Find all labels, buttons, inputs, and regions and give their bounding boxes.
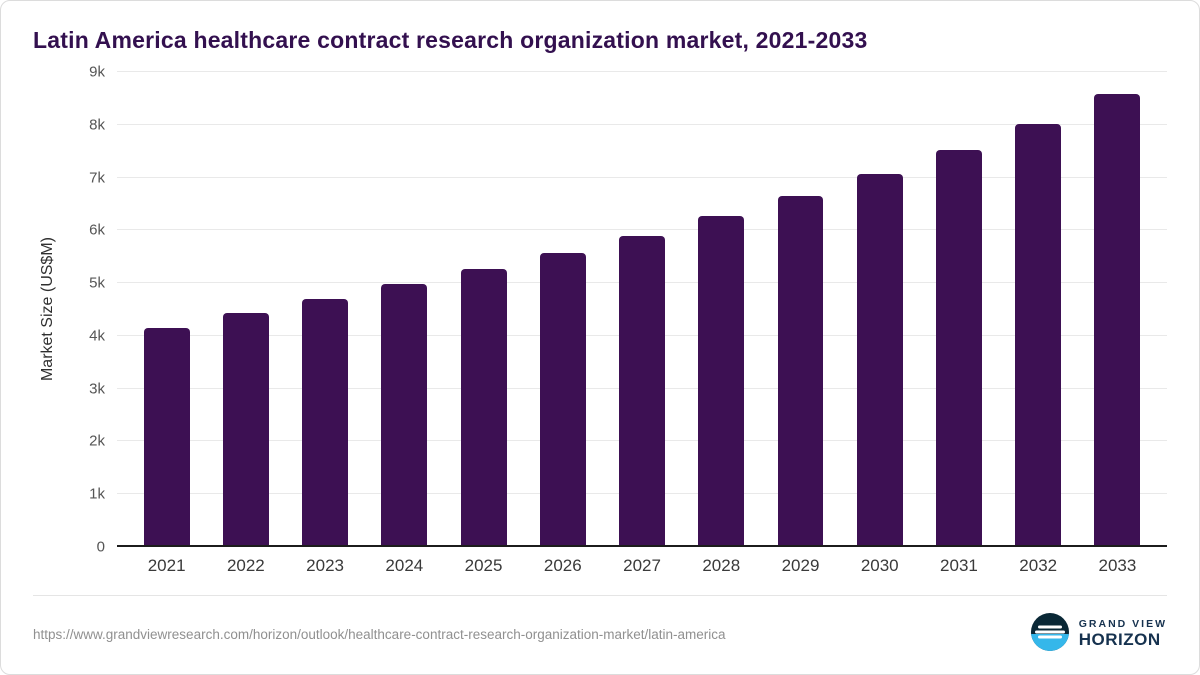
source-url: https://www.grandviewresearch.com/horizo… bbox=[33, 626, 726, 642]
y-tick-label: 0 bbox=[96, 538, 105, 556]
gridline bbox=[117, 71, 1167, 72]
x-tick-label: 2029 bbox=[781, 556, 820, 575]
x-tick-label: 2030 bbox=[860, 556, 899, 575]
y-axis-title: Market Size (US$M) bbox=[39, 237, 56, 382]
y-tick-label: 5k bbox=[89, 274, 105, 292]
y-axis-ticks: 0 1k 2k 3k 4k 5k 6k 7k 8k 9k bbox=[63, 64, 117, 556]
horizon-logo-icon bbox=[1030, 612, 1069, 656]
y-tick-label: 2k bbox=[89, 432, 105, 450]
y-tick-label: 4k bbox=[89, 327, 105, 345]
bar-2032[interactable] bbox=[1015, 124, 1062, 547]
bar-slot bbox=[127, 72, 206, 547]
y-tick-label: 7k bbox=[89, 169, 105, 187]
bar-2026[interactable] bbox=[539, 253, 586, 547]
bar-2031[interactable] bbox=[935, 150, 982, 547]
x-tick-label: 2031 bbox=[940, 556, 978, 575]
bar-slot bbox=[444, 72, 523, 547]
bar-2024[interactable] bbox=[381, 284, 428, 547]
bar-2023[interactable] bbox=[302, 298, 349, 547]
x-tick-label: 2027 bbox=[623, 556, 661, 575]
x-tick-label: 2022 bbox=[226, 556, 265, 575]
bars bbox=[117, 72, 1167, 547]
x-tick-label: 2028 bbox=[702, 556, 741, 575]
bar-2028[interactable] bbox=[698, 216, 745, 547]
bar-slot bbox=[1078, 72, 1157, 547]
x-axis-labels: 2021 2022 2023 2024 2025 2026 2027 2028 2029 2030… bbox=[117, 547, 1167, 585]
chart: Market Size (US$M) 0 1k 2k 3k 4k 5k 6k 7k 8k 9k 2… bbox=[33, 64, 1167, 585]
bar-slot bbox=[682, 72, 761, 547]
bar-slot bbox=[999, 72, 1078, 547]
page-title: Latin America healthcare contract resear… bbox=[33, 27, 868, 53]
y-tick-label: 6k bbox=[89, 221, 105, 239]
bar-2021[interactable] bbox=[143, 327, 190, 547]
bar-slot bbox=[365, 72, 444, 547]
x-tick-label: 2021 bbox=[147, 556, 186, 575]
gridline bbox=[117, 229, 1167, 231]
gridline bbox=[117, 123, 1167, 125]
bar-slot bbox=[919, 72, 998, 547]
bar-slot bbox=[761, 72, 840, 547]
bar-2027[interactable] bbox=[619, 235, 665, 547]
bar-slot bbox=[523, 72, 602, 547]
gridline bbox=[117, 176, 1167, 178]
plot-area bbox=[117, 71, 1167, 547]
y-tick-label: 1k bbox=[89, 485, 105, 503]
brand-logo: GRAND VIEW HORIZON bbox=[1030, 612, 1167, 656]
x-axis-line bbox=[117, 545, 1167, 547]
brand-name-bottom: HORIZON bbox=[1078, 630, 1161, 650]
x-tick-label: 2032 bbox=[1019, 556, 1058, 575]
x-tick-label: 2024 bbox=[385, 556, 424, 575]
bar-slot bbox=[206, 72, 285, 547]
bar-2022[interactable] bbox=[222, 313, 269, 547]
x-tick-label: 2025 bbox=[464, 556, 503, 575]
bar-2033[interactable] bbox=[1094, 94, 1141, 547]
x-tick-label: 2033 bbox=[1098, 556, 1137, 575]
bar-2029[interactable] bbox=[777, 196, 824, 547]
bar-slot bbox=[840, 72, 919, 547]
bar-slot bbox=[285, 72, 364, 547]
bar-slot bbox=[602, 72, 681, 547]
x-tick-label: 2026 bbox=[543, 556, 582, 575]
bar-2025[interactable] bbox=[460, 268, 507, 547]
y-tick-label: 3k bbox=[89, 380, 105, 398]
bar-2030[interactable] bbox=[856, 173, 903, 547]
footer: https://www.grandviewresearch.com/horizo… bbox=[33, 595, 1167, 660]
y-tick-label: 9k bbox=[89, 63, 105, 81]
x-tick-label: 2023 bbox=[306, 556, 344, 575]
y-tick-label: 8k bbox=[89, 116, 105, 134]
brand-name-top: GRAND VIEW bbox=[1078, 618, 1167, 631]
